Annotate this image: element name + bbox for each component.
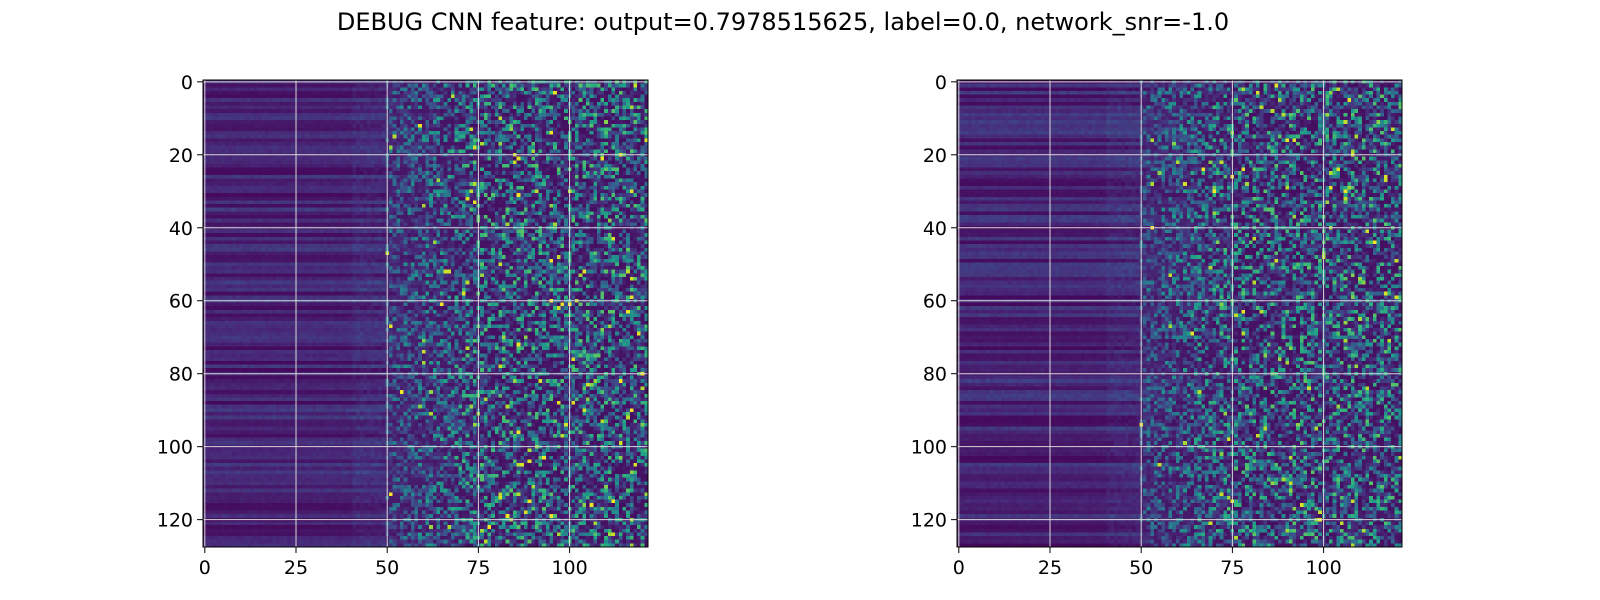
y-tick-label: 0 xyxy=(181,72,193,94)
y-tick-label: 100 xyxy=(911,437,947,459)
y-tick-label: 80 xyxy=(923,364,947,386)
x-tick-label: 25 xyxy=(284,557,308,579)
y-tick-label: 80 xyxy=(169,364,193,386)
x-tick-label: 100 xyxy=(551,557,587,579)
y-tick-label: 20 xyxy=(923,145,947,167)
y-tick-label: 40 xyxy=(923,218,947,240)
y-tick-label: 40 xyxy=(169,218,193,240)
x-tick-label: 75 xyxy=(466,557,490,579)
heatmap-image-left xyxy=(203,80,648,547)
y-tick-label: 20 xyxy=(169,145,193,167)
x-tick-label: 25 xyxy=(1038,557,1062,579)
heatmap-panel-right: 0 25 50 75 100 0 20 40 60 80 100 120 xyxy=(911,72,1403,579)
x-tick-label: 100 xyxy=(1305,557,1341,579)
x-tick-label: 50 xyxy=(1129,557,1153,579)
y-tick-label: 60 xyxy=(923,291,947,313)
y-tick-label: 100 xyxy=(157,437,193,459)
y-tick-label: 120 xyxy=(911,510,947,532)
x-tick-label: 0 xyxy=(199,557,211,579)
x-tick-label: 50 xyxy=(375,557,399,579)
x-tick-label: 75 xyxy=(1220,557,1244,579)
x-tick-label: 0 xyxy=(953,557,965,579)
axes-frame-right xyxy=(956,79,1403,548)
y-tick-label: 120 xyxy=(157,510,193,532)
figure-title: DEBUG CNN feature: output=0.7978515625, … xyxy=(337,8,1229,36)
heatmap-panel-left: 0 25 50 75 100 0 20 40 60 80 100 120 xyxy=(157,72,649,579)
heatmap-image-right xyxy=(957,80,1402,547)
y-tick-label: 60 xyxy=(169,291,193,313)
axes-frame-left xyxy=(202,79,649,548)
y-tick-label: 0 xyxy=(935,72,947,94)
